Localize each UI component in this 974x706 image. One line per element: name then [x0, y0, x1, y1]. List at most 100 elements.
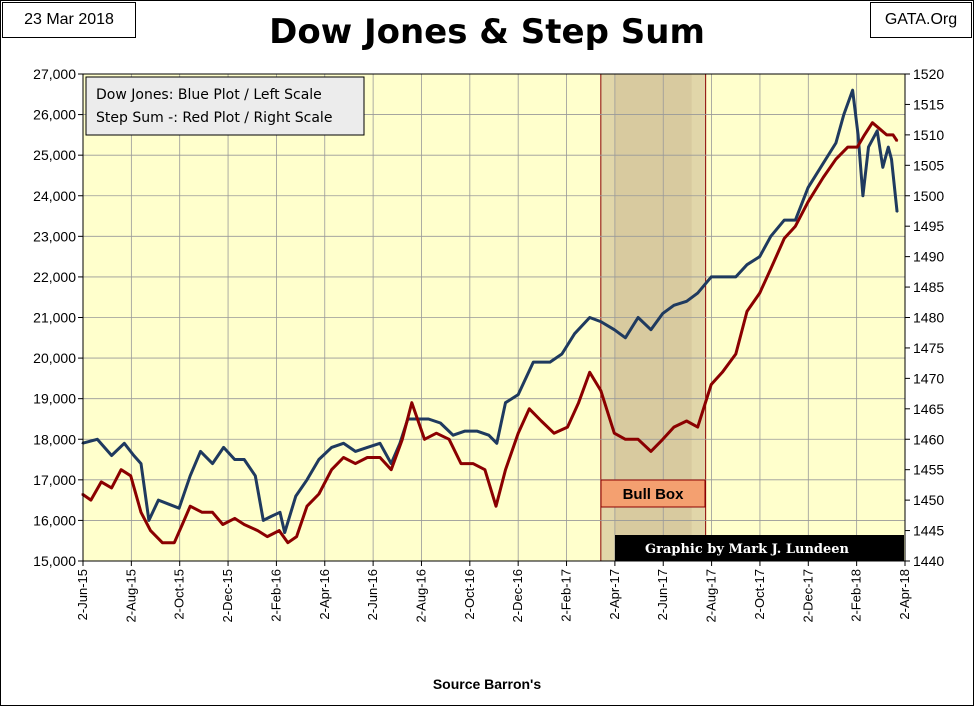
step-sum-line-point — [460, 462, 462, 465]
step-sum-line-point — [140, 511, 142, 514]
step-sum-line-point — [696, 426, 699, 428]
dow-jones-line-point — [496, 442, 498, 445]
step-sum-line-point — [129, 475, 132, 477]
dow-jones-line-point — [140, 462, 142, 465]
x-tick-label: 2-Oct-15 — [172, 569, 187, 620]
dow-jones-line-point — [613, 328, 616, 331]
dow-jones-line-point — [148, 519, 150, 522]
step-sum-line-point — [878, 128, 881, 130]
step-sum-line-point — [662, 438, 664, 441]
step-sum-line-point — [318, 493, 320, 495]
dow-jones-line-point — [476, 430, 478, 432]
credit-label: Graphic by Mark J. Lundeen — [645, 542, 850, 557]
step-sum-line-point — [721, 371, 724, 374]
dow-jones-line-point — [532, 361, 535, 363]
left-tick-label: 17,000 — [33, 472, 76, 488]
dow-jones-line-point — [637, 316, 639, 319]
dow-jones-line-point — [306, 479, 308, 481]
left-tick-label: 15,000 — [33, 553, 76, 569]
step-sum-line-point — [423, 438, 426, 441]
step-sum-line-point — [448, 438, 450, 441]
step-sum-line-point — [650, 450, 652, 453]
dow-jones-line-point — [427, 418, 430, 420]
dow-jones-line-point — [822, 162, 824, 165]
right-tick-label: 1510 — [913, 127, 944, 143]
right-tick-label: 1455 — [913, 462, 944, 478]
dow-jones-line-point — [783, 219, 786, 221]
dow-jones-line-point — [366, 446, 369, 449]
dow-jones-line-point — [254, 475, 257, 477]
dow-jones-line-point — [770, 235, 772, 238]
step-sum-line-point — [110, 487, 113, 489]
step-sum-line-point — [863, 134, 866, 136]
step-sum-line-point — [856, 146, 859, 148]
step-sum-line-point — [896, 140, 898, 142]
left-tick-label: 20,000 — [33, 350, 76, 366]
chart-title: Dow Jones & Step Sum — [269, 12, 705, 52]
left-tick-label: 22,000 — [33, 269, 76, 285]
left-tick-label: 21,000 — [33, 310, 76, 326]
x-tick-label: 2-Jun-15 — [75, 569, 90, 620]
dow-jones-line-point — [588, 316, 591, 319]
step-sum-line-point — [173, 541, 176, 544]
left-axis: 15,000 16,000 17,000 18,000 19,000 20,000 21,0… — [33, 66, 83, 569]
left-tick-label: 26,000 — [33, 107, 76, 123]
step-sum-line-point — [637, 438, 639, 441]
step-sum-line-point — [770, 268, 772, 270]
step-sum-line-point — [211, 511, 214, 514]
right-tick-label: 1465 — [913, 401, 944, 417]
dow-jones-line-point — [710, 276, 712, 278]
x-tick-label: 2-Aug-17 — [704, 569, 719, 622]
step-sum-line-point — [354, 462, 357, 465]
dow-jones-line-point — [199, 450, 202, 453]
dow-jones-line-point — [178, 507, 180, 510]
right-tick-label: 1475 — [913, 340, 944, 356]
step-sum-line-point — [735, 353, 737, 355]
dow-jones-line-point — [318, 458, 320, 461]
dow-jones-line-point — [390, 462, 393, 465]
step-sum-line-point — [484, 468, 486, 471]
dow-jones-line-point — [758, 255, 761, 258]
left-tick-label: 19,000 — [33, 391, 76, 407]
step-sum-line-point — [783, 237, 786, 240]
dow-jones-line-point — [439, 422, 442, 424]
step-sum-line-point — [243, 523, 245, 526]
step-sum-line-point — [794, 225, 797, 227]
right-tick-label: 1490 — [913, 249, 944, 265]
step-sum-line-point — [100, 481, 103, 483]
dow-jones-line-point — [133, 454, 135, 457]
x-tick-label: 2-Jun-17 — [655, 569, 670, 620]
dow-jones-line-point — [262, 519, 265, 522]
dow-jones-line-point — [573, 332, 576, 335]
x-tick-label: 2-Feb-18 — [849, 569, 864, 622]
right-tick-label: 1505 — [913, 157, 944, 173]
step-sum-line-point — [746, 310, 748, 313]
dow-jones-line-point — [110, 454, 113, 457]
dow-jones-line-point — [168, 503, 170, 506]
x-tick-label: 2-Apr-17 — [607, 569, 622, 620]
right-tick-label: 1445 — [913, 523, 944, 539]
dow-jones-line-point — [279, 511, 281, 514]
step-sum-line-point — [90, 499, 92, 501]
dow-jones-line-point — [876, 130, 878, 132]
dow-jones-line-point — [342, 442, 345, 445]
dow-jones-line-point — [549, 361, 551, 363]
dow-jones-line-point — [624, 337, 627, 339]
step-sum-line-point — [256, 529, 259, 532]
step-sum-line-point — [613, 432, 616, 435]
dow-jones-line-point — [189, 475, 191, 477]
step-sum-line-point — [847, 146, 849, 148]
dow-jones-line-point — [283, 531, 286, 534]
legend-box — [85, 76, 365, 136]
credit-box — [615, 535, 904, 561]
left-tick-label: 27,000 — [33, 66, 76, 82]
right-tick-label: 1450 — [913, 492, 944, 508]
x-tick-label: 2-Aug-16 — [413, 569, 428, 622]
step-sum-line-point — [871, 121, 874, 124]
step-sum-line-point — [566, 426, 569, 428]
dow-jones-line-point — [222, 446, 225, 449]
dow-jones-line-point — [685, 300, 688, 303]
date-label: 23 Mar 2018 — [2, 2, 136, 38]
step-sum-line-point — [600, 389, 602, 392]
